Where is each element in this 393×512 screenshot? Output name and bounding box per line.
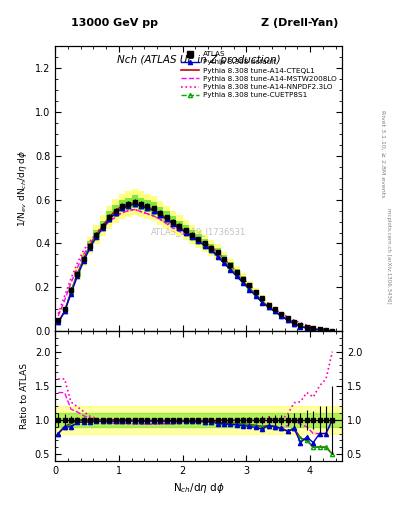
Text: ATLAS_2019_I1736531: ATLAS_2019_I1736531 [151, 227, 246, 236]
Bar [55, 406, 342, 434]
Y-axis label: Ratio to ATLAS: Ratio to ATLAS [20, 363, 29, 429]
X-axis label: N$_{ch}$/d$\eta$ d$\phi$: N$_{ch}$/d$\eta$ d$\phi$ [173, 481, 224, 495]
Text: mcplots.cern.ch [arXiv:1306.3436]: mcplots.cern.ch [arXiv:1306.3436] [386, 208, 391, 304]
Text: Z (Drell-Yan): Z (Drell-Yan) [261, 18, 338, 28]
Y-axis label: 1/N$_{ev}$ dN$_{ch}$/d$\eta$ d$\phi$: 1/N$_{ev}$ dN$_{ch}$/d$\eta$ d$\phi$ [16, 150, 29, 227]
Bar [55, 413, 342, 426]
Text: Nch (ATLAS UE in Z production): Nch (ATLAS UE in Z production) [117, 55, 280, 65]
Text: 13000 GeV pp: 13000 GeV pp [71, 18, 158, 28]
Legend: ATLAS, Pythia 8.308 default, Pythia 8.308 tune-A14-CTEQL1, Pythia 8.308 tune-A14: ATLAS, Pythia 8.308 default, Pythia 8.30… [180, 50, 338, 100]
Text: Rivet 3.1.10, ≥ 2.8M events: Rivet 3.1.10, ≥ 2.8M events [381, 110, 386, 197]
